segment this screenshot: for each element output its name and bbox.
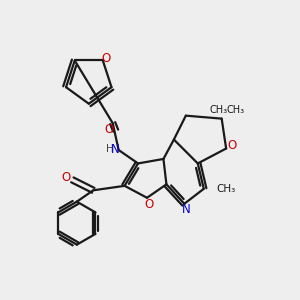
- Text: O: O: [104, 123, 114, 136]
- Text: O: O: [102, 52, 111, 64]
- Text: CH₃: CH₃: [210, 105, 228, 115]
- Text: CH₃: CH₃: [216, 184, 236, 194]
- Text: N: N: [182, 203, 191, 216]
- Text: O: O: [227, 139, 237, 152]
- Text: N: N: [111, 143, 119, 156]
- Text: O: O: [61, 171, 70, 184]
- Text: O: O: [145, 198, 154, 211]
- Text: H: H: [106, 144, 114, 154]
- Text: CH₃: CH₃: [226, 105, 244, 115]
